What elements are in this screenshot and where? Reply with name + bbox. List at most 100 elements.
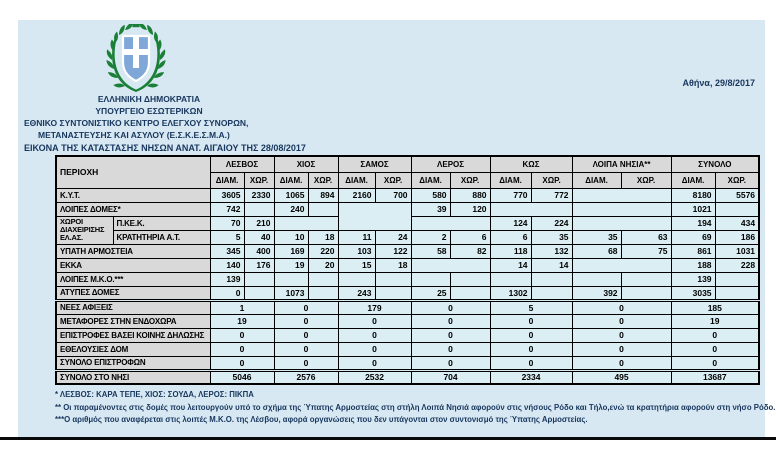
- row-label: ΣΥΝΟΛΟ ΣΤΟ ΝΗΣΙ: [55, 368, 211, 385]
- cell: 700: [374, 187, 412, 203]
- cell: [410, 271, 451, 287]
- cell: 5: [489, 298, 573, 315]
- cell: 124: [489, 215, 532, 231]
- sub-header: ΔΙΑΜ.: [337, 171, 376, 189]
- cell: 132: [530, 243, 573, 259]
- cell: 10: [273, 229, 309, 245]
- cell: 894: [307, 187, 339, 203]
- cell: 580: [410, 187, 451, 203]
- cell: 11: [337, 229, 376, 245]
- cell: 20: [307, 257, 339, 273]
- cell: 0: [337, 355, 412, 371]
- cell: 188: [670, 257, 716, 273]
- cell: 0: [670, 341, 760, 357]
- table-row: ΣΥΝΟΛΟ ΣΤΟ ΝΗΣΙ 5046 2576 2532 704 2334 …: [55, 368, 760, 385]
- cell: 103: [337, 243, 376, 259]
- sub-header: ΧΩΡ.: [307, 171, 339, 189]
- cell: 70: [209, 215, 245, 231]
- cell: 0: [571, 298, 672, 315]
- cell: [489, 201, 573, 217]
- cell: 35: [530, 229, 573, 245]
- cell: 0: [337, 313, 412, 329]
- cell: 18: [307, 229, 339, 245]
- bottom-divider: [0, 437, 776, 440]
- cell: 75: [620, 243, 672, 259]
- cell: 40: [243, 229, 275, 245]
- cell: 1065: [273, 187, 309, 203]
- cell: 0: [337, 341, 412, 357]
- cell: 495: [571, 368, 672, 385]
- cell: 58: [410, 243, 451, 259]
- cell: 0: [273, 298, 339, 315]
- cell: 185: [670, 298, 760, 315]
- cell: 0: [489, 327, 573, 343]
- footnote-3: ***Ο αριθμός που αναφέρεται στις λοιπές …: [55, 415, 588, 424]
- sub-header: ΔΙΑΜ.: [273, 171, 309, 189]
- cell: 2532: [337, 368, 412, 385]
- cell: 0: [209, 285, 245, 301]
- cell: 0: [410, 341, 491, 357]
- cell: 63: [620, 229, 672, 245]
- cell: 35: [571, 229, 622, 245]
- row-label: ΥΠΑΤΗ ΑΡΜΟΣΤΕΙΑ: [55, 243, 211, 259]
- row-label: ΕΘΕΛΟΥΣΙΕΣ ΔΟΜ: [55, 341, 211, 357]
- cell: 5046: [209, 368, 275, 385]
- table-row: ΚΡΑΤΗΤΗΡΙΑ Α.Τ. 5 40 10 18 11 24 2 6 6 3…: [56, 229, 760, 245]
- cell: 19: [670, 313, 760, 329]
- cell: 0: [273, 341, 339, 357]
- cell: [571, 257, 672, 273]
- cell: 5: [209, 229, 245, 245]
- cell: [337, 201, 412, 231]
- cell: [243, 271, 275, 287]
- cell: [489, 271, 532, 287]
- sub-header: ΧΩΡ.: [714, 171, 760, 189]
- cell: 400: [243, 243, 275, 259]
- cell: 392: [571, 285, 622, 301]
- cell: 345: [209, 243, 245, 259]
- cell: 1021: [670, 201, 716, 217]
- cell: 15: [337, 257, 376, 273]
- cell: 1302: [489, 285, 532, 301]
- sub-header: ΧΩΡ.: [620, 171, 672, 189]
- cell: [449, 271, 491, 287]
- cell: 0: [273, 327, 339, 343]
- cell: [337, 271, 376, 287]
- cell: 68: [571, 243, 622, 259]
- cell: 6: [449, 229, 491, 245]
- island-header-row: ΠΕΡΙΟΧΗ ΛΕΣΒΟΣ ΧΙΟΣ ΣΑΜΟΣ ΛΕΡΟΣ ΚΩΣ ΛΟΙΠ…: [55, 155, 760, 189]
- cell: 6: [489, 229, 532, 245]
- cell: 240: [273, 201, 309, 217]
- cell: 0: [337, 327, 412, 343]
- cell: 434: [714, 215, 760, 231]
- cell: 0: [410, 327, 491, 343]
- table-row: ΛΟΙΠΕΣ ΔΟΜΕΣ* 742 240 39 120 1021: [55, 201, 760, 231]
- col-header-kos: ΚΩΣ: [489, 155, 573, 173]
- table-row: ΛΟΙΠΕΣ Μ.Κ.Ο.*** 139 139: [55, 271, 760, 287]
- cell: 186: [714, 229, 760, 245]
- cell: 25: [410, 285, 451, 301]
- cell: 0: [410, 298, 491, 315]
- cell: 3035: [670, 285, 716, 301]
- row-label: ΣΥΝΟΛΟ ΕΠΙΣΤΡΟΦΩΝ: [55, 355, 211, 371]
- cell: 139: [209, 271, 245, 287]
- cell: 0: [273, 355, 339, 371]
- col-header-chios: ΧΙΟΣ: [273, 155, 339, 173]
- sub-header: ΧΩΡ.: [449, 171, 491, 189]
- cell: 2160: [337, 187, 376, 203]
- table-row: ΥΠΑΤΗ ΑΡΜΟΣΤΕΙΑ 345 400 169 220 103 122 …: [55, 243, 760, 259]
- org-line-2: ΥΠΟΥΡΓΕΙΟ ΕΣΩΤΕΡΙΚΩΝ: [95, 106, 203, 116]
- cell: 0: [670, 355, 760, 371]
- cell: 704: [410, 368, 491, 385]
- cell: [530, 271, 573, 287]
- cell: 120: [449, 201, 491, 217]
- cell: 19: [209, 313, 275, 329]
- corner-header: ΠΕΡΙΟΧΗ: [55, 155, 211, 189]
- row-label: ΑΤΥΠΕΣ ΔΟΜΕΣ: [55, 285, 211, 301]
- cell: 139: [670, 271, 716, 287]
- table-row: ΑΤΥΠΕΣ ΔΟΜΕΣ 0 1073 243 25 1302 392 3035: [55, 285, 760, 301]
- cell: 243: [337, 285, 376, 301]
- cell: [620, 271, 672, 287]
- col-header-samos: ΣΑΜΟΣ: [337, 155, 412, 173]
- cell: 0: [410, 355, 491, 371]
- cell: [374, 271, 412, 287]
